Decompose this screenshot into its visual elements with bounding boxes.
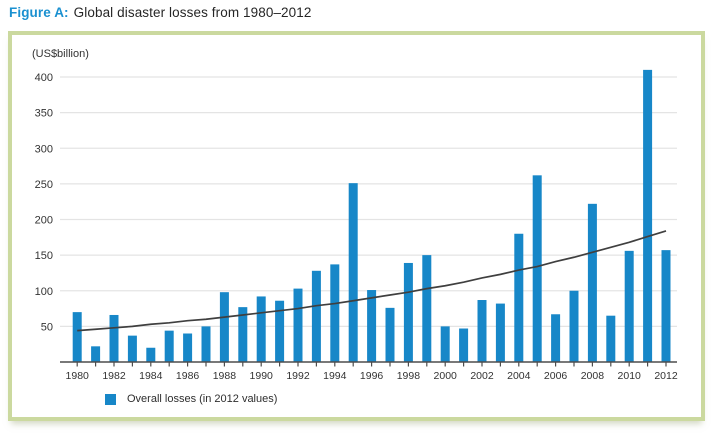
y-tick-label-300: 300 <box>35 143 53 155</box>
x-tick-label-2000: 2000 <box>434 370 458 382</box>
bar-1980 <box>72 312 82 362</box>
bar-1987 <box>201 326 211 362</box>
bar-2003 <box>495 303 505 362</box>
x-tick-label-1990: 1990 <box>250 370 274 382</box>
bar-1986 <box>183 333 193 362</box>
x-tick-label-2004: 2004 <box>507 370 531 382</box>
legend-swatch-overall-losses <box>105 393 116 405</box>
bar-1985 <box>164 330 174 362</box>
y-axis-unit-label: (US$billion) <box>32 48 89 60</box>
bar-2000 <box>440 326 450 362</box>
bar-2006 <box>551 314 561 362</box>
bar-1983 <box>127 335 137 362</box>
bar-1982 <box>109 314 119 362</box>
chart-svg: 50 100 150 200 250 300 350 400 1980 1982 1984 1986 1… <box>35 69 678 382</box>
bar-1998 <box>403 262 413 362</box>
bar-2007 <box>569 290 579 362</box>
bar-2008 <box>587 203 597 362</box>
x-tick-label-1998: 1998 <box>397 370 421 382</box>
x-tick-label-1992: 1992 <box>286 370 310 382</box>
bar-1993 <box>311 270 321 362</box>
x-tick-label-1982: 1982 <box>102 370 126 382</box>
bar-1991 <box>275 300 285 362</box>
y-tick-label-350: 350 <box>35 108 53 120</box>
x-tick-label-2002: 2002 <box>470 370 494 382</box>
bar-2001 <box>459 328 469 362</box>
y-tick-label-200: 200 <box>35 215 53 227</box>
y-tick-label-100: 100 <box>35 286 53 298</box>
y-tick-label-400: 400 <box>35 72 53 84</box>
bar-2002 <box>477 300 487 362</box>
bar-2004 <box>514 233 524 362</box>
figure-label: Figure A: <box>9 5 69 20</box>
x-tick-label-1984: 1984 <box>139 370 163 382</box>
x-tick-label-2008: 2008 <box>581 370 605 382</box>
x-tick-label-1994: 1994 <box>323 370 347 382</box>
bar-1992 <box>293 288 303 362</box>
x-tick-label-2012: 2012 <box>654 370 678 382</box>
y-tick-label-50: 50 <box>41 321 53 333</box>
y-tick-label-250: 250 <box>35 179 53 191</box>
x-tick-label-2006: 2006 <box>544 370 568 382</box>
bar-1981 <box>91 346 101 362</box>
x-tick-label-2010: 2010 <box>618 370 642 382</box>
bar-1989 <box>238 307 248 362</box>
bar-2009 <box>606 315 616 362</box>
x-tick-label-1996: 1996 <box>360 370 384 382</box>
bar-1997 <box>385 307 395 362</box>
x-tick-label-1986: 1986 <box>176 370 200 382</box>
figure-title: Global disaster losses from 1980–2012 <box>73 5 312 20</box>
legend-label: Overall losses (in 2012 values) <box>127 393 278 405</box>
x-tick-label-1980: 1980 <box>66 370 90 382</box>
bar-2010 <box>624 250 634 362</box>
bar-1984 <box>146 347 156 362</box>
bar-1996 <box>367 290 377 362</box>
legend: Overall losses (in 2012 values) <box>105 393 277 405</box>
bar-2005 <box>532 175 542 362</box>
bar-2011 <box>643 69 653 362</box>
y-tick-label-150: 150 <box>35 250 53 262</box>
bar-1999 <box>422 255 432 362</box>
bar-1988 <box>219 292 229 362</box>
x-tick-label-1988: 1988 <box>213 370 237 382</box>
bar-1990 <box>256 296 266 362</box>
bar-1995 <box>348 183 358 362</box>
bar-1994 <box>330 264 340 362</box>
chart-frame: 50 100 150 200 250 300 350 400 1980 1982 1984 1986 1… <box>8 31 705 421</box>
trend-line <box>77 230 667 332</box>
bar-2012 <box>661 250 671 362</box>
figure-title-row: Figure A: Global disaster losses from 198… <box>9 5 312 20</box>
